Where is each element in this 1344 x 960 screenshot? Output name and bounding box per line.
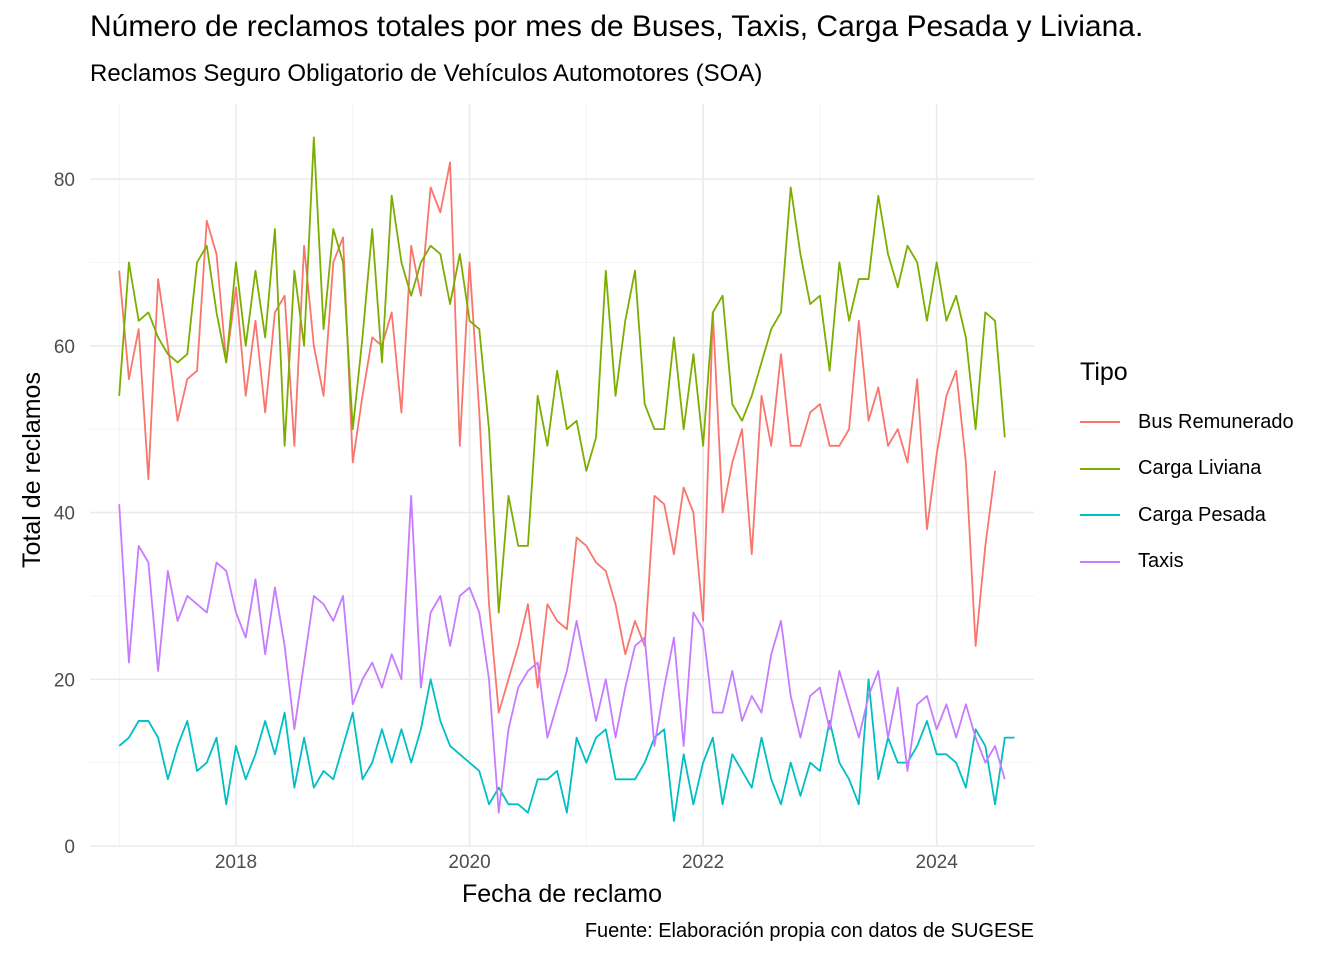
- y-axis-ticks: 0 20 40 60 80: [54, 170, 75, 858]
- chart-title: Número de reclamos totales por mes de Bu…: [90, 10, 1144, 43]
- legend-key-swatch: [1080, 560, 1120, 563]
- series-line-bus-remunerado: [118, 161, 996, 714]
- legend-key-swatch: [1080, 467, 1120, 470]
- y-tick-label: 40: [54, 504, 75, 525]
- legend-item-bus-remunerado: Bus Remunerado: [1080, 399, 1294, 446]
- legend-label: Carga Pesada: [1138, 503, 1266, 526]
- legend-label: Bus Remunerado: [1138, 410, 1294, 433]
- x-tick-label: 2018: [215, 852, 257, 873]
- x-axis-ticks: 2018 2020 2022 2024: [215, 852, 958, 873]
- legend: Tipo Bus Remunerado Carga Liviana Carga Pe…: [1080, 358, 1294, 585]
- chart-subtitle: Reclamos Seguro Obligatorio de Vehículos…: [90, 60, 763, 87]
- legend-item-carga-liviana: Carga Liviana: [1080, 446, 1294, 493]
- legend-title: Tipo: [1080, 358, 1128, 386]
- x-axis-label: Fecha de reclamo: [462, 880, 662, 908]
- legend-label: Carga Liviana: [1138, 457, 1262, 480]
- x-tick-label: 2020: [448, 852, 490, 873]
- y-tick-label: 0: [64, 837, 75, 858]
- y-axis-label: Total de reclamos: [18, 372, 46, 568]
- series-line-taxis: [118, 494, 1006, 814]
- legend-item-taxis: Taxis: [1080, 539, 1294, 586]
- major-gridlines: [90, 104, 1034, 847]
- y-tick-label: 20: [54, 670, 75, 691]
- minor-gridlines: [90, 104, 1034, 846]
- legend-label: Taxis: [1138, 550, 1184, 573]
- y-tick-label: 80: [54, 170, 75, 191]
- x-tick-label: 2024: [916, 852, 959, 873]
- legend-item-carga-pesada: Carga Pesada: [1080, 492, 1294, 539]
- legend-key-swatch: [1080, 514, 1120, 517]
- y-tick-label: 60: [54, 337, 75, 358]
- series-lines: [118, 136, 1015, 822]
- x-tick-label: 2022: [682, 852, 724, 873]
- legend-key-swatch: [1080, 421, 1120, 424]
- series-line-carga-liviana: [118, 136, 1006, 614]
- chart-caption: Fuente: Elaboración propia con datos de …: [584, 920, 1034, 942]
- series-line-carga-pesada: [118, 678, 1015, 822]
